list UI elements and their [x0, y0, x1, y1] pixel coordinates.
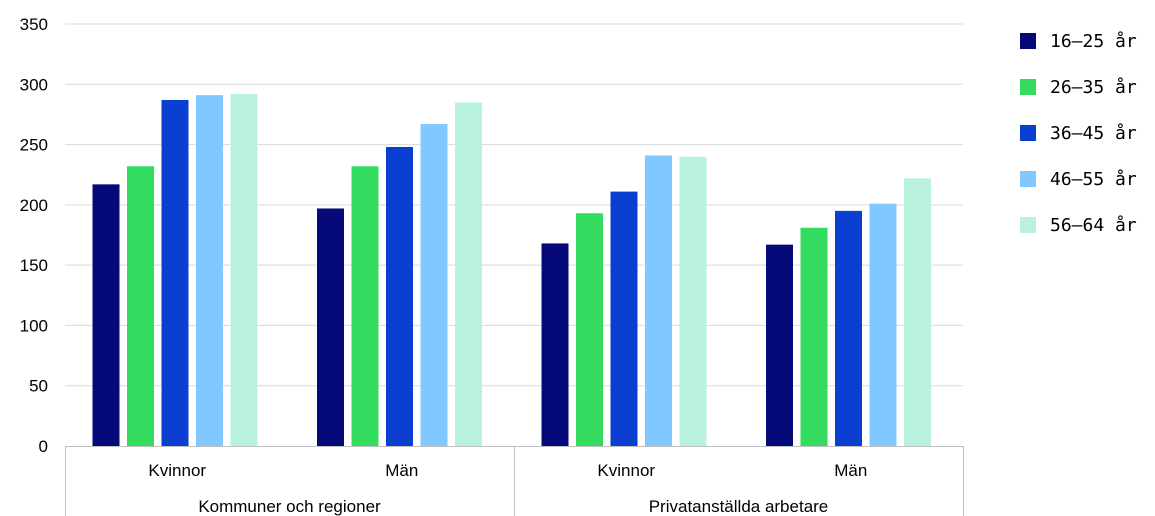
bar [576, 213, 603, 446]
legend-label: 36–45 år [1050, 123, 1137, 144]
legend-label: 26–35 år [1050, 77, 1137, 98]
y-tick-label: 100 [20, 316, 48, 335]
y-tick-label: 0 [39, 437, 48, 456]
legend: 16–25 år 26–35 år 36–45 år 46–55 år 56–64 år [1020, 18, 1137, 248]
legend-item: 56–64 år [1020, 202, 1137, 248]
legend-item: 36–45 år [1020, 110, 1137, 156]
legend-swatch [1020, 217, 1036, 233]
group-label: Privatanställda arbetare [649, 497, 829, 516]
legend-label: 46–55 år [1050, 169, 1137, 190]
y-axis: 0 50 100 150 200 250 300 350 [20, 15, 48, 456]
y-tick-label: 50 [29, 377, 48, 396]
bar [904, 178, 931, 446]
x-tick-label: Män [834, 461, 867, 480]
bar [317, 208, 344, 446]
y-tick-label: 150 [20, 256, 48, 275]
bar [455, 102, 482, 446]
bar [162, 100, 189, 446]
bar [870, 204, 897, 446]
bars [93, 94, 932, 446]
y-tick-label: 250 [20, 136, 48, 155]
bar [386, 147, 413, 446]
legend-item: 26–35 år [1020, 64, 1137, 110]
bar [421, 124, 448, 446]
legend-item: 16–25 år [1020, 18, 1137, 64]
legend-label: 16–25 år [1050, 31, 1137, 52]
legend-swatch [1020, 79, 1036, 95]
bar [196, 95, 223, 446]
x-tick-label: Kvinnor [597, 461, 655, 480]
bar [680, 157, 707, 446]
legend-swatch [1020, 33, 1036, 49]
x-tick-label: Män [385, 461, 418, 480]
bar [611, 192, 638, 446]
bar [93, 184, 120, 446]
group-label: Kommuner och regioner [198, 497, 381, 516]
bar [645, 155, 672, 446]
bar [835, 211, 862, 446]
bar [127, 166, 154, 446]
bar [766, 245, 793, 446]
x-tick-label: Kvinnor [148, 461, 206, 480]
y-tick-label: 300 [20, 75, 48, 94]
bar [801, 228, 828, 446]
bar [231, 94, 258, 446]
legend-label: 56–64 år [1050, 215, 1137, 236]
legend-swatch [1020, 171, 1036, 187]
y-tick-label: 200 [20, 196, 48, 215]
y-tick-label: 350 [20, 15, 48, 34]
bar [542, 243, 569, 446]
legend-swatch [1020, 125, 1036, 141]
bar [352, 166, 379, 446]
legend-item: 46–55 år [1020, 156, 1137, 202]
